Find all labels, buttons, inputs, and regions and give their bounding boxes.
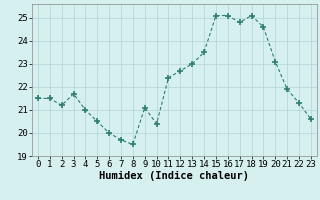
X-axis label: Humidex (Indice chaleur): Humidex (Indice chaleur): [100, 171, 249, 181]
